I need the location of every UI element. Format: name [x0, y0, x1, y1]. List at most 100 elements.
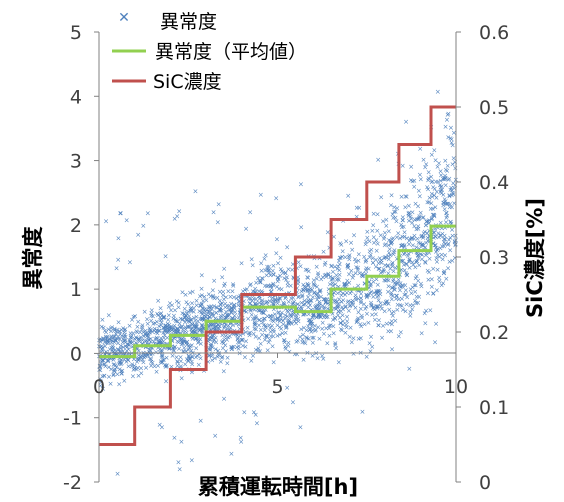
- scatter-point: ×: [402, 242, 408, 250]
- scatter-point: ×: [306, 268, 312, 276]
- scatter-point: ×: [167, 300, 173, 308]
- scatter-point: ×: [398, 221, 404, 229]
- scatter-point: ×: [111, 370, 117, 378]
- scatter-point: ×: [233, 330, 239, 338]
- scatter-point: ×: [276, 276, 282, 284]
- scatter-point: ×: [174, 337, 180, 345]
- scatter-point: ×: [431, 234, 437, 242]
- scatter-point: ×: [207, 308, 213, 316]
- scatter-point: ×: [356, 295, 362, 303]
- y2-tick-label: 0.4: [479, 172, 509, 194]
- scatter-point: ×: [255, 345, 261, 353]
- scatter-point: ×: [141, 351, 147, 359]
- scatter-point: ×: [422, 258, 428, 266]
- scatter-point: ×: [138, 364, 144, 372]
- scatter-point: ×: [271, 271, 277, 279]
- scatter-point: ×: [113, 361, 119, 369]
- scatter-point: ×: [313, 303, 319, 311]
- scatter-point: ×: [100, 356, 106, 364]
- scatter-point: ×: [272, 316, 278, 324]
- scatter-point: ×: [447, 246, 453, 254]
- scatter-point: ×: [106, 350, 112, 358]
- scatter-point: ×: [126, 342, 132, 350]
- scatter-point: ×: [412, 288, 418, 296]
- scatter-point: ×: [330, 268, 336, 276]
- scatter-point: ×: [120, 336, 126, 344]
- scatter-point: ×: [435, 245, 441, 253]
- scatter-point: ×: [166, 303, 172, 311]
- scatter-point: ×: [221, 368, 227, 376]
- scatter-point: ×: [406, 258, 412, 266]
- scatter-point: ×: [172, 326, 178, 334]
- scatter-point: ×: [302, 301, 308, 309]
- scatter-point: ×: [443, 200, 449, 208]
- scatter-point: ×: [180, 309, 186, 317]
- scatter-point: ×: [118, 348, 124, 356]
- scatter-point: ×: [178, 357, 184, 365]
- scatter-point: ×: [439, 224, 445, 232]
- scatter-point: ×: [256, 288, 262, 296]
- scatter-point: ×: [260, 306, 266, 314]
- scatter-point: ×: [446, 192, 452, 200]
- scatter-point: ×: [451, 155, 457, 163]
- scatter-point: ×: [231, 330, 237, 338]
- scatter-point: ×: [253, 289, 259, 297]
- scatter-point: ×: [338, 241, 344, 249]
- scatter-point: ×: [366, 284, 372, 292]
- scatter-point: ×: [314, 283, 320, 291]
- scatter-point: ×: [158, 305, 164, 313]
- scatter-point: ×: [342, 254, 348, 262]
- scatter-point: ×: [101, 335, 107, 343]
- scatter-point: ×: [308, 287, 314, 295]
- scatter-point: ×: [349, 287, 355, 295]
- scatter-point: ×: [200, 325, 206, 333]
- scatter-point: ×: [316, 310, 322, 318]
- scatter-point: ×: [366, 319, 372, 327]
- scatter-point: ×: [170, 344, 176, 352]
- scatter-point: ×: [260, 318, 266, 326]
- scatter-point: ×: [117, 328, 123, 336]
- scatter-point: ×: [175, 328, 181, 336]
- scatter-point: ×: [209, 357, 215, 365]
- scatter-point: ×: [384, 297, 390, 305]
- scatter-point: ×: [110, 347, 116, 355]
- scatter-point: ×: [277, 294, 283, 302]
- scatter-point: ×: [171, 312, 177, 320]
- scatter-point: ×: [363, 256, 369, 264]
- scatter-point: ×: [156, 339, 162, 347]
- scatter-point: ×: [237, 309, 243, 317]
- scatter-point: ×: [320, 274, 326, 282]
- scatter-point: ×: [122, 326, 128, 334]
- scatter-point: ×: [383, 277, 389, 285]
- scatter-point: ×: [193, 325, 199, 333]
- scatter-point: ×: [230, 281, 236, 289]
- scatter-point: ×: [161, 313, 167, 321]
- scatter-point: ×: [437, 232, 443, 240]
- scatter-point: ×: [299, 293, 305, 301]
- scatter-point: ×: [217, 306, 223, 314]
- scatter-point: ×: [335, 311, 341, 319]
- scatter-point: ×: [158, 335, 164, 343]
- scatter-point: ×: [308, 318, 314, 326]
- scatter-point: ×: [305, 322, 311, 330]
- scatter-point: ×: [231, 343, 237, 351]
- scatter-point: ×: [117, 358, 123, 366]
- scatter-point: ×: [212, 326, 218, 334]
- scatter-point: ×: [296, 259, 302, 267]
- scatter-point: ×: [279, 329, 285, 337]
- scatter-point: ×: [278, 254, 284, 262]
- scatter-point: ×: [227, 326, 233, 334]
- scatter-point: ×: [339, 303, 345, 311]
- scatter-point: ×: [132, 362, 138, 370]
- scatter-point: ×: [203, 297, 209, 305]
- scatter-point: ×: [302, 309, 308, 317]
- scatter-point: ×: [175, 328, 181, 336]
- scatter-point: ×: [195, 317, 201, 325]
- scatter-point: ×: [213, 323, 219, 331]
- scatter-point: ×: [103, 217, 109, 225]
- scatter-point: ×: [110, 342, 116, 350]
- scatter-point: ×: [398, 283, 404, 291]
- scatter-point: ×: [150, 320, 156, 328]
- scatter-point: ×: [135, 231, 141, 239]
- scatter-point: ×: [207, 314, 213, 322]
